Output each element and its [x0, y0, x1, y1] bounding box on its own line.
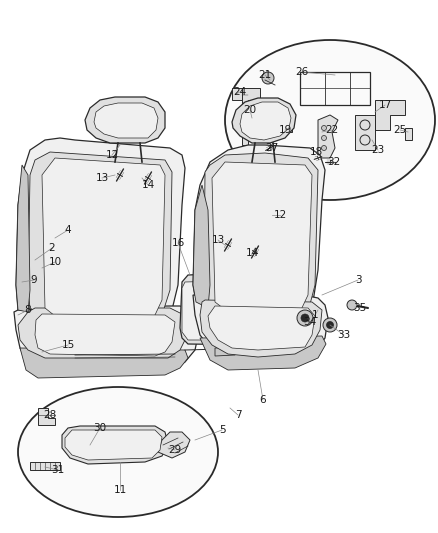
Polygon shape [193, 185, 210, 308]
Polygon shape [65, 430, 162, 460]
Text: 29: 29 [168, 445, 182, 455]
Polygon shape [94, 103, 158, 138]
Text: 19: 19 [279, 125, 292, 135]
Polygon shape [18, 308, 188, 358]
Polygon shape [85, 97, 165, 143]
Polygon shape [35, 314, 175, 356]
Text: 22: 22 [325, 125, 339, 135]
Text: 14: 14 [245, 248, 258, 258]
Text: 20: 20 [244, 105, 257, 115]
Text: 6: 6 [260, 395, 266, 405]
Polygon shape [375, 100, 405, 130]
Polygon shape [182, 280, 265, 340]
Text: 21: 21 [258, 70, 272, 80]
Text: 3: 3 [355, 275, 361, 285]
Polygon shape [240, 102, 291, 140]
Polygon shape [193, 145, 325, 325]
Polygon shape [200, 300, 322, 357]
Ellipse shape [18, 387, 218, 517]
Text: 23: 23 [371, 145, 385, 155]
Polygon shape [278, 118, 292, 132]
Text: 12: 12 [273, 210, 286, 220]
Text: 26: 26 [295, 67, 309, 77]
Ellipse shape [347, 300, 357, 310]
Polygon shape [42, 158, 165, 318]
Text: 1: 1 [312, 310, 318, 320]
Text: 17: 17 [378, 100, 392, 110]
Polygon shape [20, 348, 188, 378]
Polygon shape [158, 432, 190, 458]
Text: 14: 14 [141, 180, 155, 190]
Text: 25: 25 [393, 125, 406, 135]
Text: 30: 30 [93, 423, 106, 433]
Text: 27: 27 [265, 143, 279, 153]
Polygon shape [62, 426, 168, 464]
Text: 4: 4 [65, 225, 71, 235]
Polygon shape [38, 408, 55, 425]
Text: 7: 7 [235, 410, 241, 420]
Polygon shape [318, 115, 338, 158]
Ellipse shape [326, 321, 333, 328]
Ellipse shape [321, 146, 326, 150]
Text: 16: 16 [171, 238, 185, 248]
Text: 34: 34 [304, 317, 317, 327]
Text: 12: 12 [106, 150, 119, 160]
Ellipse shape [297, 310, 313, 326]
Polygon shape [200, 336, 326, 370]
Polygon shape [405, 128, 412, 140]
Ellipse shape [225, 40, 435, 200]
Polygon shape [16, 138, 185, 330]
Polygon shape [232, 98, 296, 143]
Text: 10: 10 [49, 257, 62, 267]
Text: 13: 13 [95, 173, 109, 183]
Polygon shape [242, 88, 260, 145]
Polygon shape [30, 462, 60, 470]
Text: 24: 24 [233, 87, 247, 97]
Text: 11: 11 [113, 485, 127, 495]
Text: 28: 28 [43, 410, 57, 420]
Ellipse shape [321, 135, 326, 141]
Polygon shape [232, 88, 242, 100]
Text: 31: 31 [51, 465, 65, 475]
Polygon shape [193, 295, 328, 362]
Polygon shape [204, 153, 318, 318]
Ellipse shape [301, 314, 309, 322]
Text: 5: 5 [219, 425, 225, 435]
Text: 9: 9 [31, 275, 37, 285]
Text: 33: 33 [337, 330, 351, 340]
Polygon shape [28, 152, 172, 320]
Text: 18: 18 [309, 147, 323, 157]
Text: 13: 13 [212, 235, 225, 245]
Ellipse shape [323, 318, 337, 332]
Text: 32: 32 [327, 157, 341, 167]
Polygon shape [16, 165, 30, 312]
Ellipse shape [262, 72, 274, 84]
Text: 15: 15 [61, 340, 74, 350]
Polygon shape [208, 306, 315, 350]
Polygon shape [14, 306, 198, 374]
Text: 35: 35 [353, 303, 367, 313]
Ellipse shape [321, 125, 326, 131]
Polygon shape [212, 162, 312, 312]
Text: 8: 8 [25, 305, 31, 315]
Polygon shape [180, 272, 268, 345]
Polygon shape [355, 115, 375, 150]
Polygon shape [215, 347, 235, 356]
Text: 2: 2 [49, 243, 55, 253]
